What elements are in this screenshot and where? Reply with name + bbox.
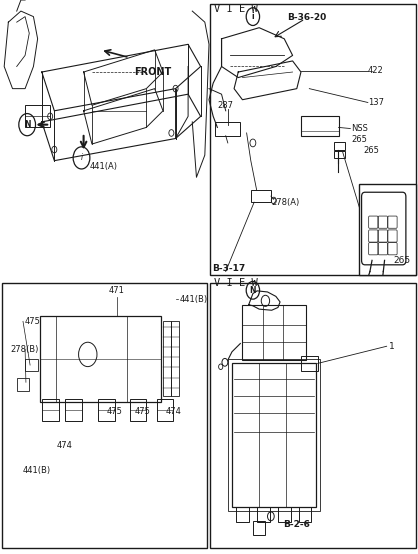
Text: V I E W: V I E W — [214, 278, 258, 288]
Bar — [253, 521, 265, 535]
Text: 1: 1 — [389, 342, 395, 351]
Bar — [278, 507, 291, 522]
Text: 441(B): 441(B) — [180, 295, 208, 304]
Text: 265: 265 — [364, 146, 380, 155]
Bar — [228, 359, 320, 511]
Bar — [210, 283, 416, 548]
Text: 287: 287 — [217, 101, 233, 110]
Bar — [25, 105, 50, 127]
Text: V I E W: V I E W — [214, 4, 258, 14]
Text: FRONT: FRONT — [134, 67, 171, 77]
Bar — [236, 507, 249, 522]
Bar — [40, 316, 161, 402]
Bar — [334, 151, 345, 158]
Bar — [42, 399, 59, 421]
Bar — [215, 122, 240, 136]
Text: B-36-20: B-36-20 — [288, 13, 327, 22]
Bar — [2, 283, 207, 548]
Text: 265: 265 — [351, 135, 367, 144]
Bar — [251, 190, 271, 202]
Text: B-3-17: B-3-17 — [212, 264, 246, 273]
Text: i: i — [80, 153, 83, 162]
Text: 475: 475 — [107, 407, 123, 416]
Bar — [359, 184, 416, 275]
Bar — [301, 116, 339, 136]
Text: 265: 265 — [393, 256, 410, 265]
Bar — [157, 399, 173, 421]
Text: 471: 471 — [109, 286, 125, 295]
Bar — [163, 321, 171, 396]
Bar — [301, 356, 318, 371]
Bar — [65, 399, 82, 421]
Text: 475: 475 — [25, 317, 41, 326]
Text: i: i — [252, 12, 254, 21]
Bar — [242, 305, 306, 360]
Text: 422: 422 — [368, 66, 384, 75]
Bar — [17, 378, 29, 391]
Bar — [334, 142, 345, 150]
Bar — [299, 507, 311, 522]
Text: 278(A): 278(A) — [272, 198, 300, 207]
Bar — [257, 507, 270, 522]
Bar — [130, 399, 146, 421]
Text: B-2-6: B-2-6 — [283, 520, 310, 529]
Text: NSS: NSS — [351, 124, 368, 133]
Bar — [232, 363, 316, 507]
Bar — [171, 321, 179, 396]
Bar — [98, 399, 115, 421]
Text: 137: 137 — [368, 98, 384, 107]
Text: 474: 474 — [166, 407, 181, 416]
Bar — [25, 359, 38, 371]
Text: N: N — [250, 286, 256, 295]
Bar — [210, 4, 416, 275]
Text: 441(B): 441(B) — [23, 466, 51, 475]
Text: N: N — [24, 120, 31, 129]
Text: 278(B): 278(B) — [10, 345, 39, 353]
Text: 475: 475 — [134, 407, 150, 416]
Text: 474: 474 — [57, 442, 73, 450]
Text: 441(A): 441(A) — [90, 162, 118, 171]
